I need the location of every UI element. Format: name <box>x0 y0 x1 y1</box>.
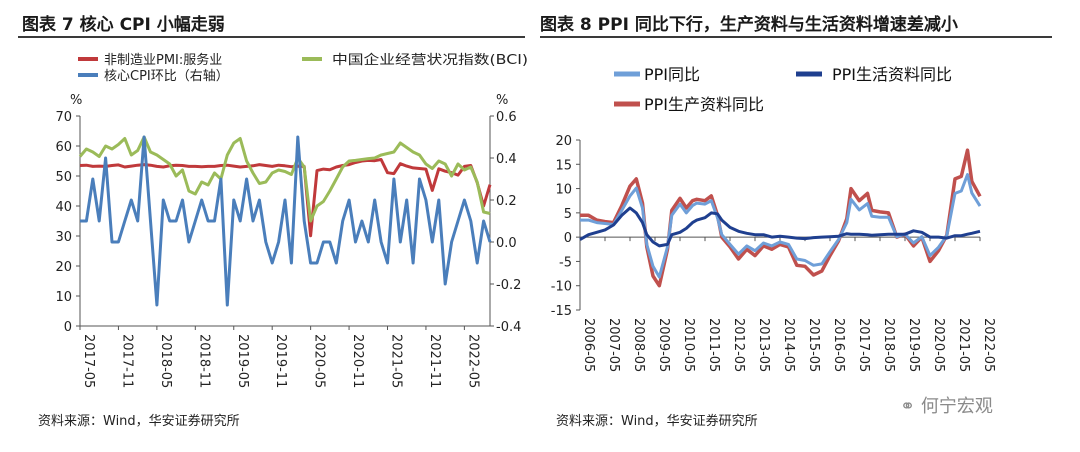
x-tick-label: 2013-05 <box>756 318 771 372</box>
x-tick-label: 2017-11 <box>119 334 134 388</box>
x-tick-label: 2007-05 <box>606 318 621 372</box>
x-tick-label: 2020-11 <box>350 334 365 388</box>
right-chart-title: 图表 8 PPI 同比下行，生产资料与生活资料增速差减小 <box>540 15 958 35</box>
x-tick-label: 2009-05 <box>656 318 671 372</box>
y-tick-label: 15 <box>555 158 572 173</box>
left-y-unit: % <box>70 93 82 108</box>
left-title-rule <box>18 36 525 38</box>
left-y-tick-label: 30 <box>55 230 72 245</box>
legend-label-life: PPI生活资料同比 <box>832 65 952 84</box>
y-tick-label: -15 <box>551 304 572 319</box>
x-tick-label: 2018-11 <box>196 334 211 388</box>
x-tick-label: 2010-05 <box>681 318 696 372</box>
y-tick-label: 0 <box>564 231 572 246</box>
series-line-bci <box>78 135 491 223</box>
legend-label-prod: PPI生产资料同比 <box>644 95 764 114</box>
series-line-core <box>80 135 492 307</box>
x-tick-label: 2020-05 <box>312 334 327 388</box>
x-tick-label: 2016-05 <box>831 318 846 372</box>
x-tick-label: 2021-05 <box>956 318 971 372</box>
legend-label-bci: 中国企业经营状况指数(BCI) <box>332 52 528 68</box>
left-y-tick-label: 0 <box>64 320 72 335</box>
x-tick-label: 2021-11 <box>427 334 442 388</box>
x-tick-label: 2021-05 <box>389 334 404 388</box>
x-tick-label: 2019-11 <box>273 334 288 388</box>
left-y-tick-label: 50 <box>55 170 72 185</box>
x-tick-label: 2019-05 <box>235 334 250 388</box>
wechat-icon: ⚭ <box>900 396 916 417</box>
x-tick-label: 2011-05 <box>706 318 721 372</box>
x-tick-label: 2014-05 <box>781 318 796 372</box>
right-y-tick-label: -0.2 <box>496 278 521 293</box>
watermark: ⚭ 何宁宏观 <box>900 392 993 418</box>
x-tick-label: 2018-05 <box>881 318 896 372</box>
x-tick-label: 2022-05 <box>981 318 996 372</box>
left-y-tick-label: 40 <box>55 200 72 215</box>
x-tick-label: 2012-05 <box>731 318 746 372</box>
y-tick-label: 20 <box>555 134 572 149</box>
x-tick-label: 2019-05 <box>906 318 921 372</box>
series-line-ppi <box>580 173 982 279</box>
x-tick-label: 2015-05 <box>806 318 821 372</box>
y-tick-label: 10 <box>555 183 572 198</box>
x-tick-label: 2017-05 <box>856 318 871 372</box>
right-y-unit: % <box>496 93 508 108</box>
right-y-tick-label: 0.4 <box>496 152 517 167</box>
legend-label-core: 核心CPI环比（右轴） <box>104 69 229 84</box>
x-tick-label: 2022-05 <box>465 334 480 388</box>
series-line-pmi <box>79 158 492 238</box>
y-tick-label: -5 <box>559 255 572 270</box>
series-line-life <box>579 206 981 248</box>
right-source-note: 资料来源：Wind，华安证券研究所 <box>556 414 758 429</box>
x-tick-label: 2017-05 <box>81 334 96 388</box>
x-tick-label: 2018-05 <box>158 334 173 388</box>
left-y-tick-label: 70 <box>55 110 72 125</box>
legend-label-ppi: PPI同比 <box>644 65 700 84</box>
y-tick-label: -10 <box>551 280 572 295</box>
left-source-note: 资料来源：Wind，华安证券研究所 <box>38 414 240 429</box>
left-y-tick-label: 60 <box>55 140 72 155</box>
legend-label-pmi: 非制造业PMI:服务业 <box>104 52 222 68</box>
left-y-tick-label: 20 <box>55 260 72 275</box>
watermark-text: 何宁宏观 <box>920 396 993 417</box>
x-tick-label: 2006-05 <box>581 318 596 372</box>
right-title-rule <box>540 36 1052 38</box>
left-y-tick-label: 10 <box>55 290 72 305</box>
right-y-tick-label: 0.0 <box>496 236 517 251</box>
right-y-tick-label: -0.4 <box>496 320 521 335</box>
right-y-tick-label: 0.2 <box>496 194 517 209</box>
x-tick-label: 2008-05 <box>631 318 646 372</box>
right-y-tick-label: 0.6 <box>496 110 517 125</box>
y-tick-label: 5 <box>564 207 572 222</box>
left-chart-title: 图表 7 核心 CPI 小幅走弱 <box>22 15 225 35</box>
x-tick-label: 2020-05 <box>931 318 946 372</box>
